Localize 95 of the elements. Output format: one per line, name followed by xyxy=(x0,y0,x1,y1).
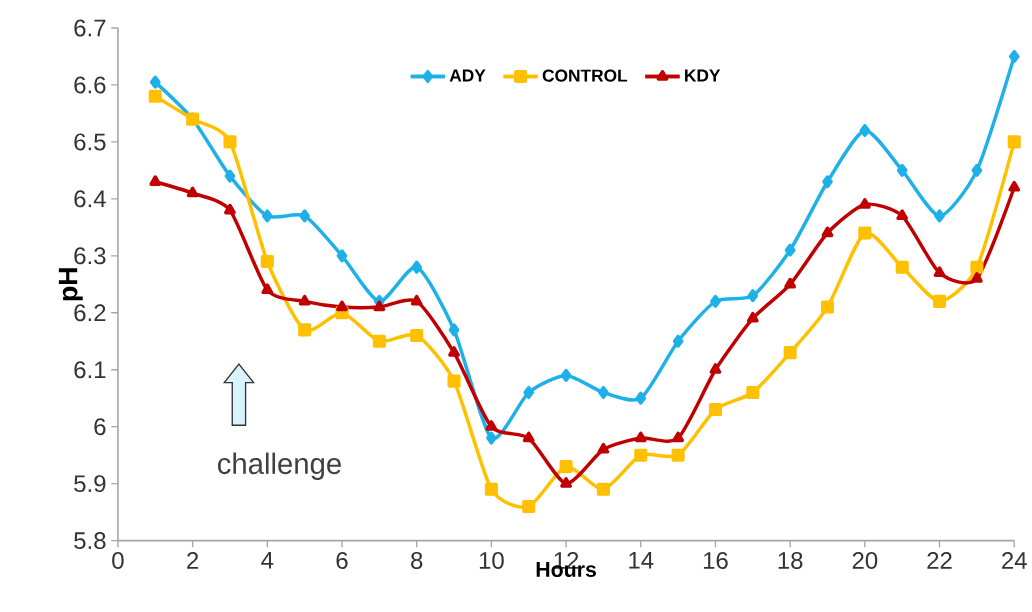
point xyxy=(672,334,684,348)
y-tick-label: 5.8 xyxy=(74,532,106,550)
y-axis-title: pH xyxy=(58,268,83,301)
point xyxy=(709,363,722,375)
point xyxy=(933,295,947,309)
point xyxy=(820,300,835,314)
point xyxy=(298,295,311,306)
x-tick-label: 16 xyxy=(703,552,728,570)
point xyxy=(485,420,498,432)
point xyxy=(372,334,386,348)
point xyxy=(1007,135,1021,149)
point xyxy=(522,500,536,514)
x-tick-label: 10 xyxy=(479,552,504,570)
point xyxy=(410,329,424,343)
point xyxy=(635,391,647,405)
point xyxy=(634,448,648,462)
annotation: challenge xyxy=(217,452,341,481)
point xyxy=(671,448,685,462)
point xyxy=(597,443,610,454)
point xyxy=(934,209,945,223)
point xyxy=(148,90,162,104)
x-tick-label: 2 xyxy=(187,552,199,569)
point xyxy=(560,369,572,383)
y-tick-label: 6.7 xyxy=(74,19,106,37)
point xyxy=(149,75,161,89)
point xyxy=(373,300,386,312)
legend-label: ADY xyxy=(449,69,486,82)
point xyxy=(971,164,983,178)
point xyxy=(708,403,722,417)
point xyxy=(710,295,721,309)
point xyxy=(224,169,236,183)
point xyxy=(410,295,423,306)
y-tick-label: 6.5 xyxy=(74,133,106,151)
point xyxy=(448,323,460,337)
legend-label: KDY xyxy=(685,69,721,82)
point xyxy=(336,300,348,312)
point xyxy=(336,249,348,263)
point xyxy=(411,260,423,274)
x-tick-label: 4 xyxy=(261,552,274,569)
x-tick-label: 18 xyxy=(778,552,803,570)
point xyxy=(298,323,312,337)
point xyxy=(970,260,984,274)
x-tick-label: 6 xyxy=(336,552,348,570)
point xyxy=(486,431,497,445)
x-tick-label: 8 xyxy=(411,552,423,570)
point xyxy=(859,124,871,138)
y-tick-label: 6 xyxy=(94,418,106,436)
point xyxy=(598,386,609,400)
point xyxy=(261,283,274,295)
y-tick-label: 6.1 xyxy=(74,361,106,379)
point xyxy=(559,460,573,474)
point xyxy=(896,209,909,221)
x-tick-label: 22 xyxy=(927,552,952,569)
point xyxy=(1008,181,1021,192)
point xyxy=(223,135,237,149)
point xyxy=(484,483,498,497)
point xyxy=(783,346,797,360)
legend-label: CONTROL xyxy=(542,69,628,82)
point xyxy=(746,312,759,323)
point xyxy=(186,186,199,198)
x-tick-label: 20 xyxy=(852,552,878,570)
point xyxy=(858,198,871,209)
point xyxy=(895,260,909,274)
point xyxy=(784,277,797,289)
point xyxy=(634,431,647,443)
point xyxy=(261,209,273,223)
y-tick-label: 6.3 xyxy=(74,247,106,265)
y-tick-label: 5.9 xyxy=(74,475,106,493)
point xyxy=(822,175,833,189)
point xyxy=(896,164,908,178)
point xyxy=(1008,50,1020,64)
point xyxy=(260,255,274,269)
point xyxy=(224,203,236,215)
point xyxy=(672,431,684,443)
x-tick-label: 14 xyxy=(629,552,654,569)
y-tick-label: 6.6 xyxy=(74,76,106,94)
point xyxy=(858,226,872,240)
y-tick-label: 6.2 xyxy=(74,304,106,322)
point xyxy=(560,477,572,488)
point xyxy=(522,431,535,443)
point xyxy=(970,272,983,283)
point xyxy=(448,346,460,357)
point xyxy=(447,374,461,388)
point xyxy=(149,175,162,187)
point xyxy=(299,209,310,223)
point xyxy=(933,266,946,278)
point xyxy=(523,386,535,400)
point xyxy=(821,226,834,238)
x-tick-label: 24 xyxy=(1002,552,1027,569)
x-tick-label: 0 xyxy=(112,552,124,570)
point xyxy=(746,386,760,400)
point xyxy=(784,243,796,257)
point xyxy=(747,289,759,303)
point xyxy=(596,483,610,497)
y-tick-label: 6.4 xyxy=(74,190,106,208)
